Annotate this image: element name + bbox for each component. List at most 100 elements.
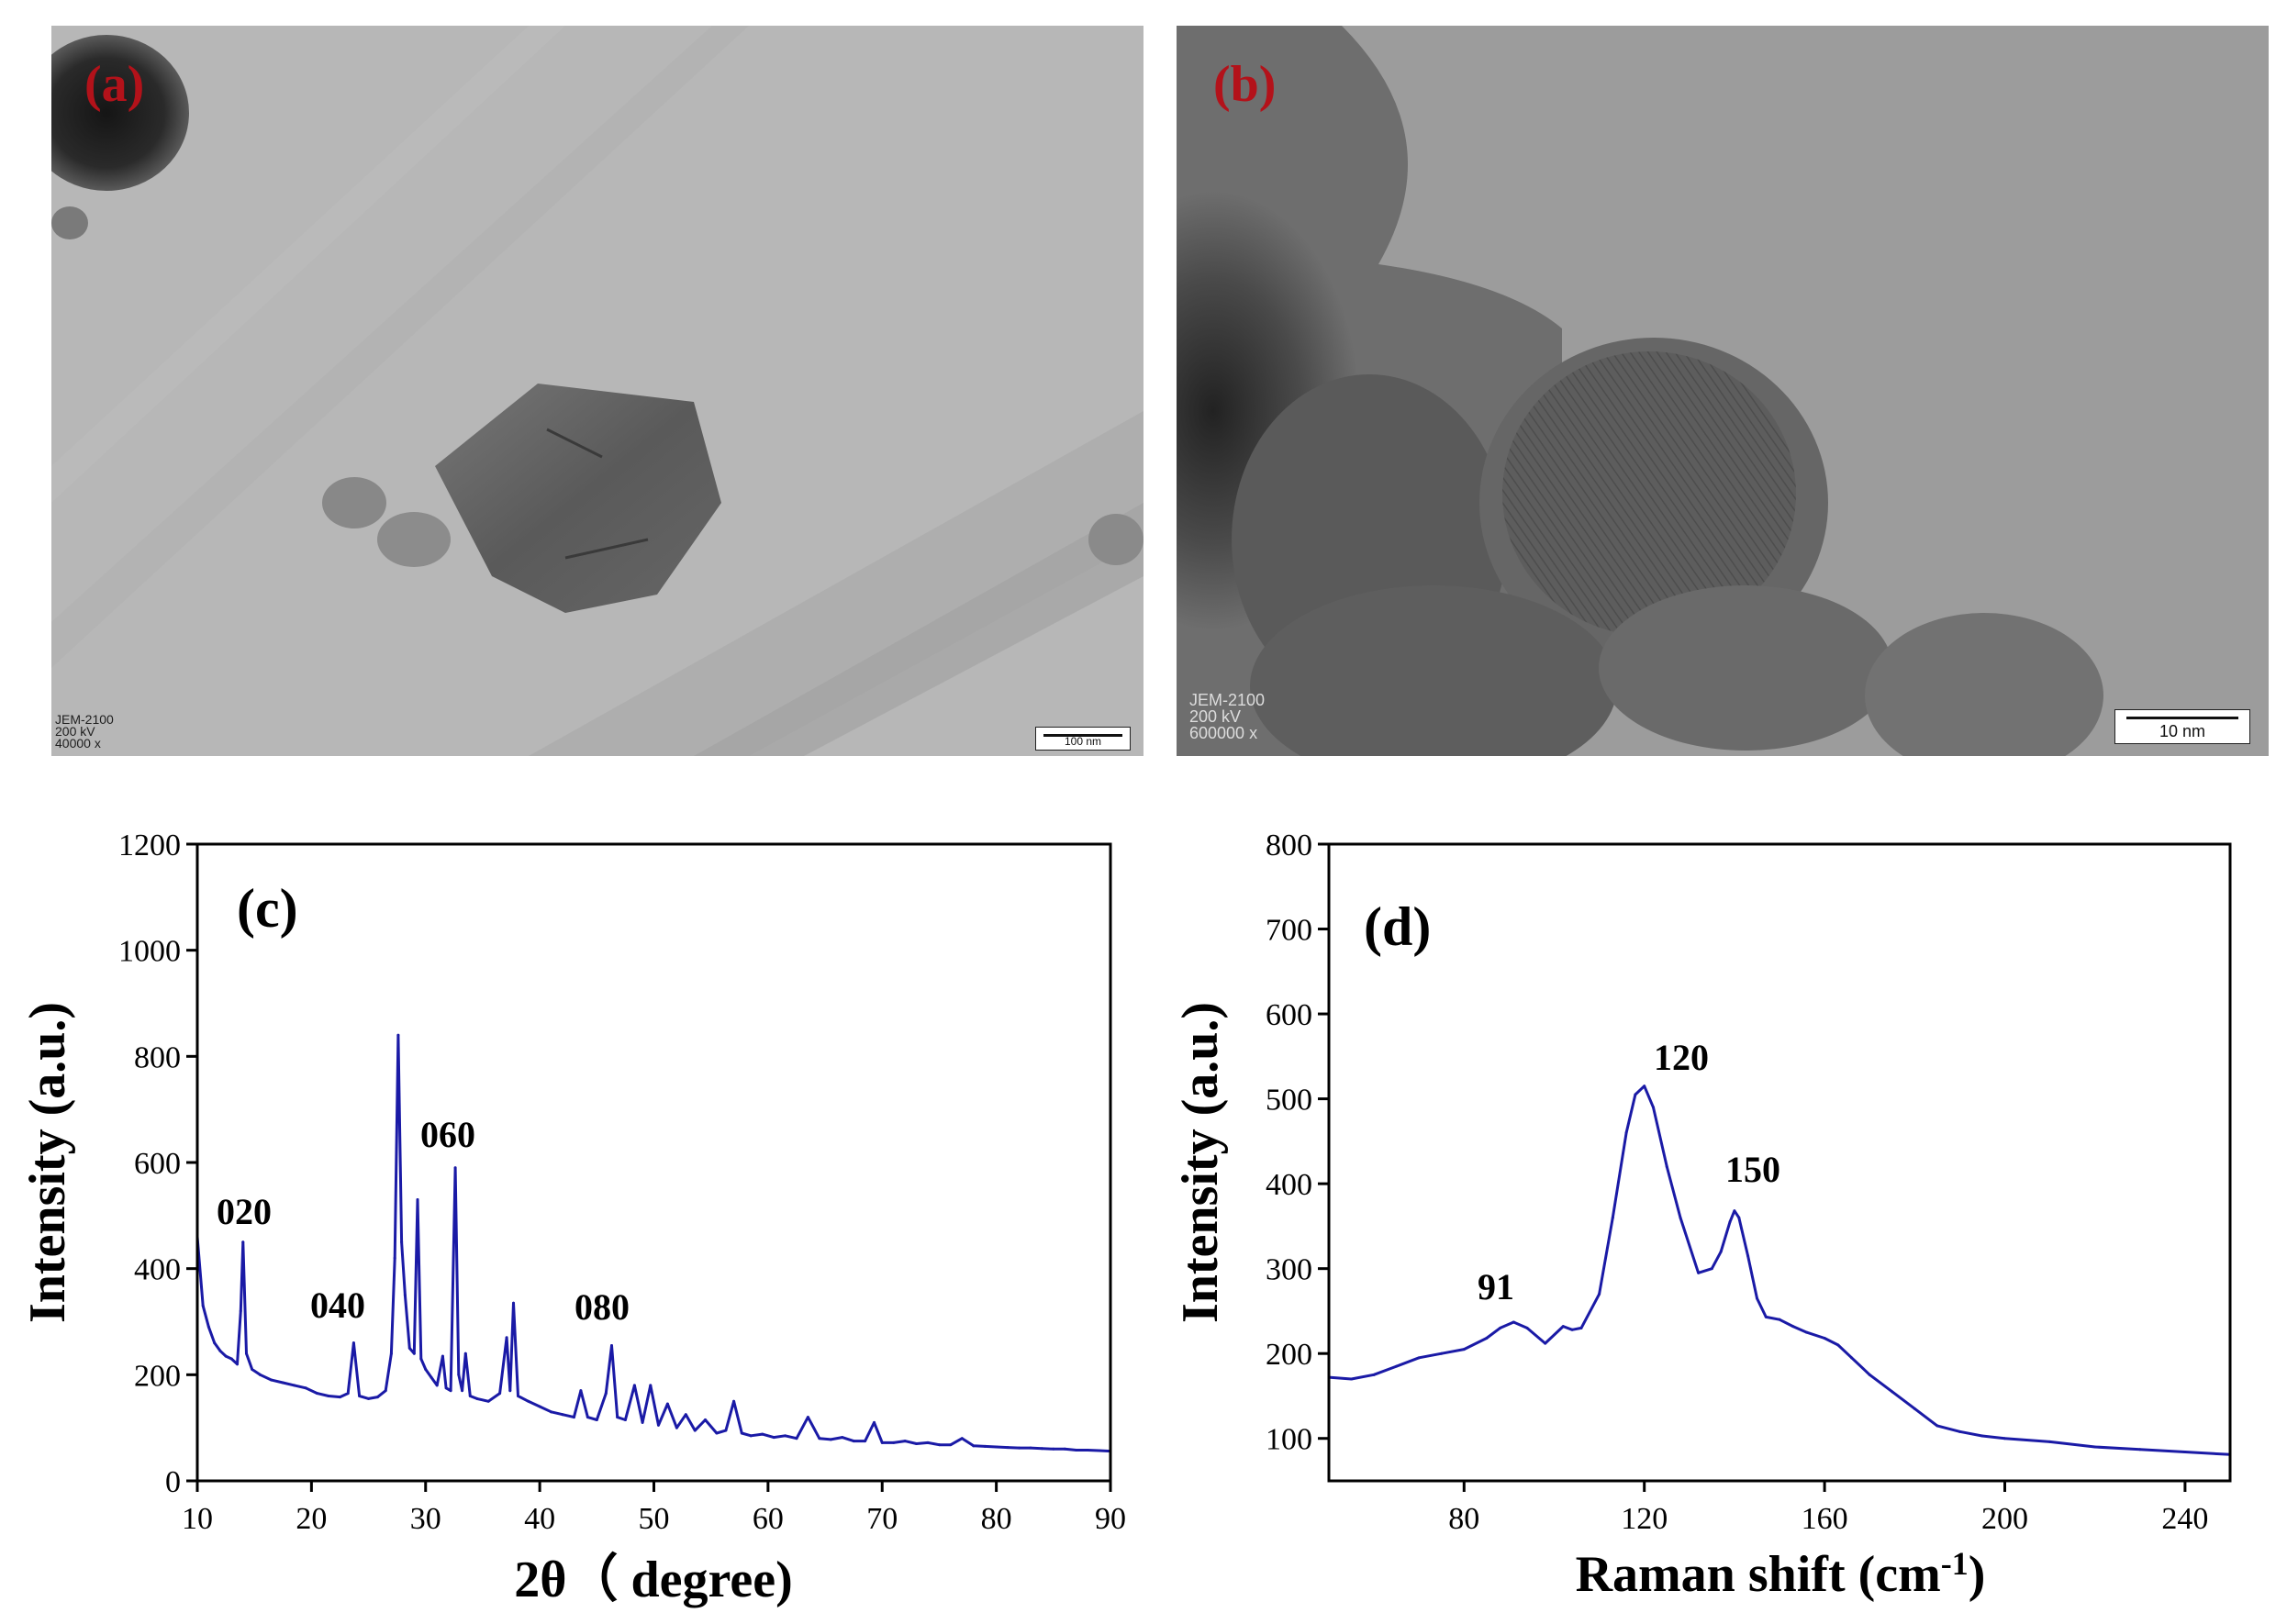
raman-x-axis-label-sup: -1 <box>1941 1545 1969 1582</box>
xrd-y-tick-label: 400 <box>134 1253 181 1287</box>
raman-x-tick-label: 120 <box>1621 1502 1668 1536</box>
xrd-data-point <box>715 1431 719 1435</box>
raman-data-point <box>1679 1216 1682 1219</box>
peak-label-120: 120 <box>1654 1037 1709 1078</box>
raman-y-tick-label: 300 <box>1266 1253 1312 1287</box>
xrd-x-tick-label: 50 <box>639 1502 670 1536</box>
xrd-data-point <box>656 1423 660 1427</box>
xrd-data-point <box>400 1240 404 1244</box>
xrd-y-tick-label: 1200 <box>118 829 181 862</box>
raman-data-point <box>1958 1429 1961 1433</box>
xrd-data-point <box>527 1399 530 1403</box>
raman-x-axis-label-main: Raman shift (cm <box>1576 1546 1941 1603</box>
xrd-data-point <box>463 1351 467 1355</box>
xrd-data-point <box>236 1363 240 1366</box>
xrd-x-tick-label: 90 <box>1095 1502 1126 1536</box>
xrd-x-tick-label: 70 <box>866 1502 898 1536</box>
raman-data-point <box>1804 1330 1808 1334</box>
raman-data-point <box>1665 1165 1668 1169</box>
raman-series-line-0 <box>1328 1085 2231 1456</box>
peak-label-020: 020 <box>217 1191 272 1232</box>
xrd-data-point <box>512 1301 516 1305</box>
xrd-data-point <box>435 1384 439 1387</box>
xrd-data-point <box>693 1429 697 1432</box>
xrd-y-tick-label: 200 <box>134 1359 181 1393</box>
raman-data-point <box>2048 1440 2052 1443</box>
xrd-data-point <box>675 1426 678 1429</box>
xrd-data-point <box>430 1375 433 1379</box>
xrd-data-point <box>772 1436 775 1440</box>
xrd-data-point <box>453 1166 457 1170</box>
xrd-data-point <box>604 1392 608 1396</box>
peak-label-91: 91 <box>1478 1266 1514 1307</box>
raman-y-tick-label: 200 <box>1266 1338 1312 1372</box>
xrd-data-point <box>550 1410 553 1414</box>
xrd-data-point <box>586 1416 589 1419</box>
raman-ticks: 80 120 160 200 240 100 200 300 400 500 600 700 800 <box>1266 829 2208 1536</box>
panel-label-d: (d) <box>1364 896 1431 957</box>
xrd-data-point <box>316 1392 319 1396</box>
scale-bar-line <box>1043 734 1122 737</box>
xrd-data-point <box>1018 1446 1021 1450</box>
raman-x-tick-label: 200 <box>1981 1502 2028 1536</box>
raman-data-point <box>1652 1106 1656 1109</box>
xrd-data-point <box>1098 1449 1101 1452</box>
xrd-data-point <box>561 1413 564 1417</box>
panel-label-b: (b) <box>1213 56 1277 113</box>
xrd-data-point <box>244 1351 248 1355</box>
xrd-data-point <box>538 1405 541 1408</box>
raman-y-tick-label: 100 <box>1266 1423 1312 1457</box>
xrd-data-point <box>818 1437 821 1440</box>
raman-x-axis-label: Raman shift (cm-1) <box>1576 1545 1986 1603</box>
panel-label-c: (c) <box>237 878 298 939</box>
raman-y-tick-label: 400 <box>1266 1168 1312 1202</box>
xrd-data-point <box>424 1368 428 1372</box>
raman-data-point <box>1980 1434 1984 1438</box>
raman-data-point <box>1836 1343 1840 1347</box>
raman-data-point <box>1327 1375 1331 1379</box>
raman-data-point <box>1791 1325 1795 1329</box>
tem-image-a: JEM-2100 200 kV 40000 x 100 nm (a) <box>51 26 1144 756</box>
xrd-y-axis-label: Intensity (a.u.) <box>19 1002 76 1323</box>
xrd-data-point <box>995 1445 998 1449</box>
raman-data-point <box>1512 1320 1515 1324</box>
xrd-data-point <box>641 1420 644 1424</box>
xrd-data-point <box>740 1431 743 1435</box>
xrd-data-point <box>1063 1447 1066 1451</box>
raman-data-point <box>1561 1325 1565 1329</box>
xrd-plot-frame <box>195 842 1112 1483</box>
raman-data-point <box>1778 1318 1781 1321</box>
xrd-data-point <box>281 1381 284 1385</box>
raman-data-point <box>1570 1328 1574 1331</box>
raman-data-point <box>1634 1093 1637 1096</box>
xrd-data-point <box>1075 1448 1078 1452</box>
raman-x-tick-label: 80 <box>1448 1502 1479 1536</box>
xrd-data-point <box>915 1442 919 1446</box>
raman-data-point <box>1733 1209 1736 1213</box>
xrd-data-point <box>873 1420 876 1424</box>
xrd-data-point <box>1052 1447 1055 1451</box>
xrd-data-point <box>213 1341 217 1345</box>
xrd-series-line-0 <box>195 1033 1111 1453</box>
xrd-data-point <box>338 1396 341 1399</box>
raman-data-point <box>1395 1364 1399 1368</box>
xrd-data-point <box>1086 1448 1089 1452</box>
xrd-data-point <box>505 1336 508 1340</box>
xrd-data-point <box>937 1443 941 1447</box>
xrd-data-point <box>475 1396 479 1400</box>
raman-y-axis-label: Intensity (a.u.) <box>1172 1002 1229 1323</box>
raman-x-tick-label: 240 <box>2161 1502 2208 1536</box>
xrd-data-point <box>384 1389 387 1393</box>
scale-bar-a: 100 nm <box>1035 727 1131 751</box>
scale-bar-text: 100 nm <box>1064 735 1102 748</box>
raman-data-point <box>1372 1373 1376 1376</box>
xrd-data-point <box>579 1389 583 1393</box>
raman-data-point <box>1611 1216 1614 1219</box>
xrd-data-point <box>852 1440 855 1443</box>
magnification-label: 40000 x <box>55 736 101 751</box>
raman-data-point <box>2138 1448 2142 1452</box>
raman-y-tick-label: 700 <box>1266 914 1312 948</box>
xrd-data-point <box>609 1344 613 1348</box>
xrd-y-tick-label: 600 <box>134 1147 181 1181</box>
raman-data-point <box>1417 1356 1421 1360</box>
